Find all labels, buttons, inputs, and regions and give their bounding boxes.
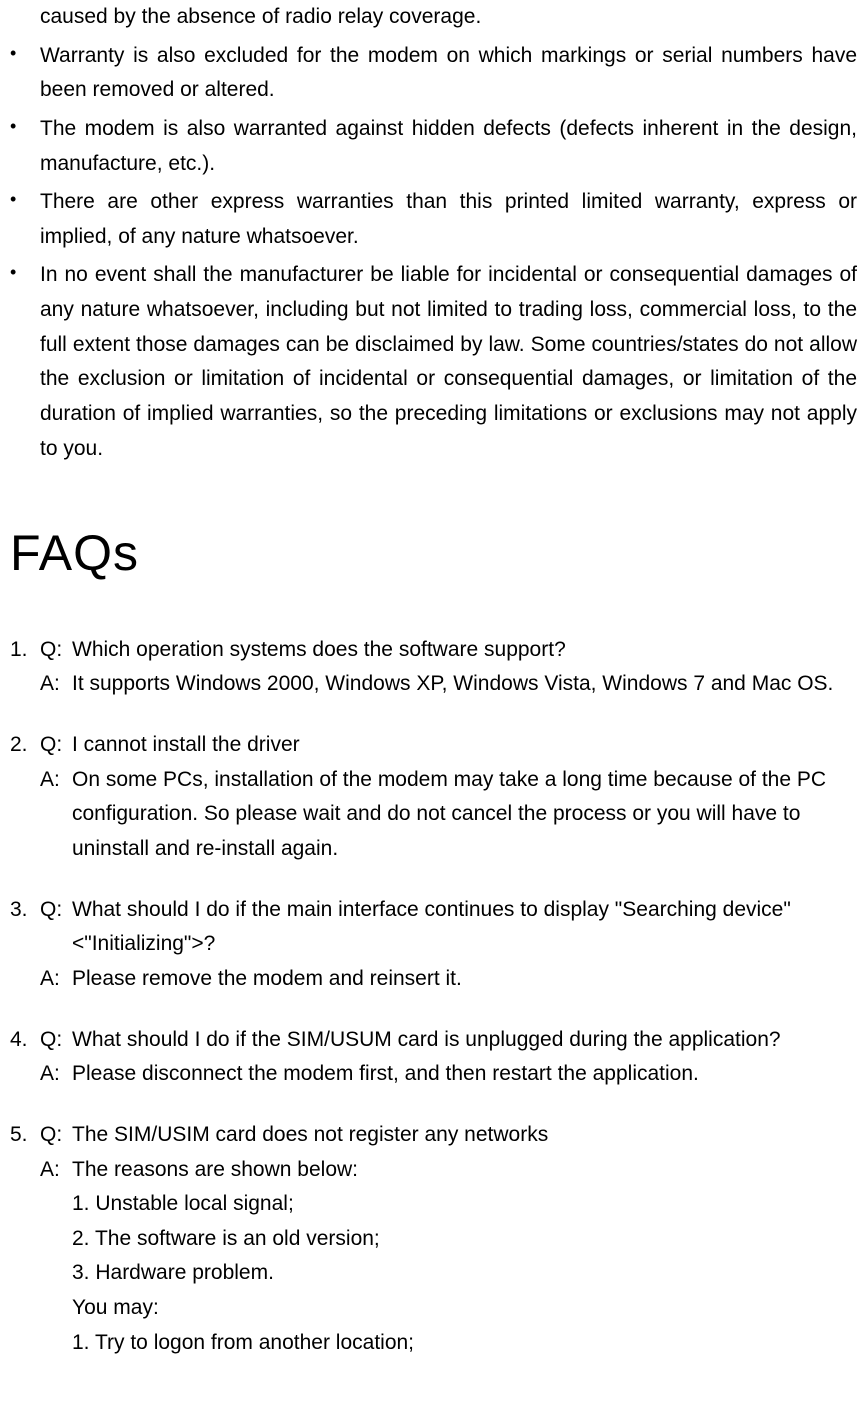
bullet-item: • Warranty is also excluded for the mode… bbox=[10, 39, 857, 108]
bullet-text: caused by the absence of radio relay cov… bbox=[40, 5, 481, 28]
faq-question-row: Q: What should I do if the SIM/USUM card… bbox=[40, 1023, 857, 1058]
bullet-text: There are other express warranties than … bbox=[40, 190, 857, 248]
faq-answer-row: A: On some PCs, installation of the mode… bbox=[40, 763, 857, 867]
faq-answer-row: A: Please disconnect the modem first, an… bbox=[40, 1057, 857, 1092]
a-line: 3. Hardware problem. bbox=[72, 1261, 274, 1284]
q-text: Which operation systems does the softwar… bbox=[72, 633, 857, 668]
bullet-marker: • bbox=[10, 185, 16, 215]
a-label: A: bbox=[40, 667, 72, 702]
faq-item: 3. Q: What should I do if the main inter… bbox=[10, 893, 857, 997]
faq-number: 1. bbox=[10, 633, 28, 668]
a-text: On some PCs, installation of the modem m… bbox=[72, 763, 857, 867]
q-label: Q: bbox=[40, 728, 72, 763]
bullet-text: The modem is also warranted against hidd… bbox=[40, 117, 857, 175]
faq-question-row: Q: I cannot install the driver bbox=[40, 728, 857, 763]
bullet-text: Warranty is also excluded for the modem … bbox=[40, 44, 857, 102]
bullet-text: In no event shall the manufacturer be li… bbox=[40, 263, 857, 459]
faq-number: 4. bbox=[10, 1023, 28, 1058]
faq-number: 3. bbox=[10, 893, 28, 928]
faq-number: 2. bbox=[10, 728, 28, 763]
q-label: Q: bbox=[40, 893, 72, 962]
a-label: A: bbox=[40, 1153, 72, 1361]
a-label: A: bbox=[40, 962, 72, 997]
faqs-list: 1. Q: Which operation systems does the s… bbox=[10, 633, 857, 1361]
faq-answer-row: A: It supports Windows 2000, Windows XP,… bbox=[40, 667, 857, 702]
warranty-bullet-list: caused by the absence of radio relay cov… bbox=[10, 0, 857, 466]
q-label: Q: bbox=[40, 1118, 72, 1153]
q-text: What should I do if the SIM/USUM card is… bbox=[72, 1023, 857, 1058]
bullet-marker: • bbox=[10, 112, 16, 142]
a-label: A: bbox=[40, 1057, 72, 1092]
faq-question-row: Q: Which operation systems does the soft… bbox=[40, 633, 857, 668]
faq-item: 2. Q: I cannot install the driver A: On … bbox=[10, 728, 857, 867]
bullet-marker: • bbox=[10, 39, 16, 69]
a-line: 1. Unstable local signal; bbox=[72, 1192, 294, 1215]
faq-item: 5. Q: The SIM/USIM card does not registe… bbox=[10, 1118, 857, 1360]
a-text: Please disconnect the modem first, and t… bbox=[72, 1057, 857, 1092]
faq-item: 4. Q: What should I do if the SIM/USUM c… bbox=[10, 1023, 857, 1092]
a-text: Please remove the modem and reinsert it. bbox=[72, 962, 857, 997]
faq-item: 1. Q: Which operation systems does the s… bbox=[10, 633, 857, 702]
a-text: It supports Windows 2000, Windows XP, Wi… bbox=[72, 667, 857, 702]
faq-answer-row: A: The reasons are shown below: 1. Unsta… bbox=[40, 1153, 857, 1361]
faq-number: 5. bbox=[10, 1118, 28, 1153]
faq-question-row: Q: What should I do if the main interfac… bbox=[40, 893, 857, 962]
a-line: 2. The software is an old version; bbox=[72, 1227, 380, 1250]
a-text-block: The reasons are shown below: 1. Unstable… bbox=[72, 1153, 857, 1361]
q-label: Q: bbox=[40, 633, 72, 668]
bullet-marker: • bbox=[10, 258, 16, 288]
q-text: The SIM/USIM card does not register any … bbox=[72, 1118, 857, 1153]
a-label: A: bbox=[40, 763, 72, 867]
faq-question-row: Q: The SIM/USIM card does not register a… bbox=[40, 1118, 857, 1153]
bullet-item: caused by the absence of radio relay cov… bbox=[10, 0, 857, 35]
a-line: The reasons are shown below: bbox=[72, 1158, 358, 1181]
bullet-item: • There are other express warranties tha… bbox=[10, 185, 857, 254]
a-line: 1. Try to logon from another location; bbox=[72, 1331, 414, 1354]
q-text: I cannot install the driver bbox=[72, 728, 857, 763]
a-line: You may: bbox=[72, 1296, 159, 1319]
bullet-item: • In no event shall the manufacturer be … bbox=[10, 258, 857, 466]
faq-answer-row: A: Please remove the modem and reinsert … bbox=[40, 962, 857, 997]
bullet-item: • The modem is also warranted against hi… bbox=[10, 112, 857, 181]
q-text: What should I do if the main interface c… bbox=[72, 893, 857, 962]
faqs-heading: FAQs bbox=[10, 512, 857, 595]
q-label: Q: bbox=[40, 1023, 72, 1058]
